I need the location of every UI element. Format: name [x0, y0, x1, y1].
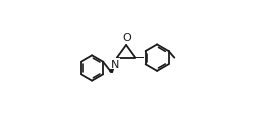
Text: N: N: [111, 59, 119, 69]
Text: O: O: [122, 32, 131, 42]
Polygon shape: [110, 58, 117, 73]
